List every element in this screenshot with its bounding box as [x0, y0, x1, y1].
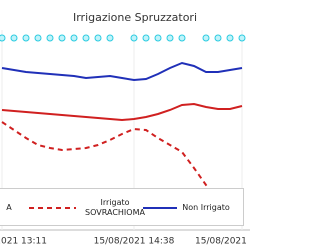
marker: [34, 34, 42, 42]
x-tick-label: 0/2021 13:11: [0, 237, 47, 247]
legend-label: Irrigato SOVRACHIOMA: [85, 198, 145, 217]
marker: [46, 34, 54, 42]
chart-svg: Irrigazione Spruzzatori 0/2021 13:11 15/0…: [0, 11, 250, 247]
x-tick-label: 15/08/2021 14:38: [94, 237, 175, 247]
line: [1, 61, 243, 82]
x-tick-label: 15/08/2021 1: [195, 237, 250, 247]
marker: [10, 34, 18, 42]
marker: [154, 34, 162, 42]
legend-swatches: [29, 207, 177, 209]
marker: [166, 34, 174, 42]
legend: A Irrigato SOVRACHIOMA Non Irrigato: [0, 188, 244, 226]
marker: [82, 34, 90, 42]
marker: [70, 34, 78, 42]
marker: [202, 34, 210, 42]
legend-label: Non Irrigato: [182, 203, 230, 212]
marker: [58, 34, 66, 42]
marker: [22, 34, 30, 42]
marker: [238, 34, 246, 42]
marker: [94, 34, 102, 42]
marker: [130, 34, 138, 42]
chart-title: Irrigazione Spruzzatori: [73, 11, 197, 24]
marker: [106, 34, 114, 42]
marker: [178, 34, 186, 42]
marker: [0, 34, 6, 42]
marker: [142, 34, 150, 42]
marker: [226, 34, 234, 42]
line: [1, 121, 243, 221]
line: [1, 102, 243, 122]
marker: [214, 34, 222, 42]
chart: Irrigazione Spruzzatori 0/2021 13:11 15/0…: [0, 11, 250, 247]
legend-label: A: [6, 203, 12, 212]
